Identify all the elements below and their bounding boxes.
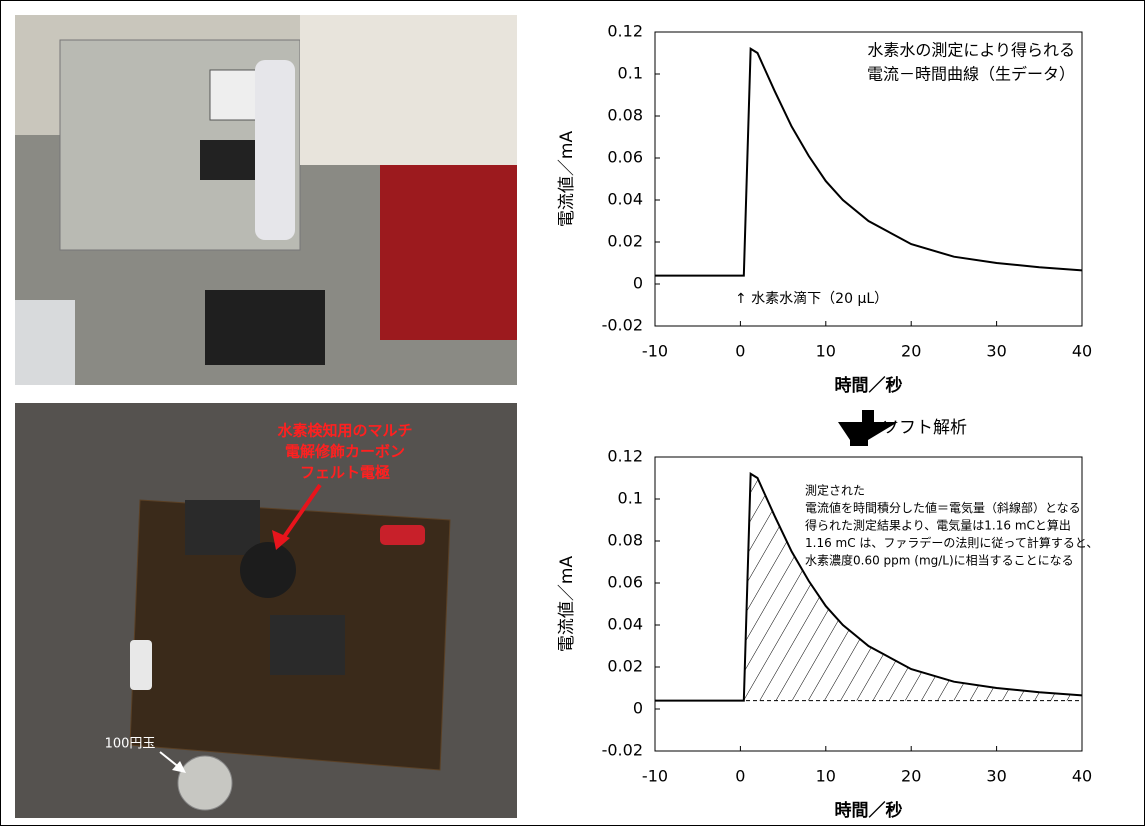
x-tick-label: 0: [735, 767, 745, 786]
x-tick-label: 10: [816, 342, 836, 361]
y-tick-label: 0: [633, 274, 643, 293]
y-tick-label: -0.02: [602, 741, 643, 760]
annotation: 得られた測定結果より、電気量は1.16 mCと算出: [805, 518, 1071, 533]
photo-setup: [15, 15, 517, 385]
x-tick-label: 0: [735, 342, 745, 361]
y-tick-label: 0.08: [607, 531, 643, 550]
y-tick-label: 0.06: [607, 573, 643, 592]
x-tick-label: -10: [642, 342, 668, 361]
photo-label: フェルト電極: [300, 464, 390, 482]
y-tick-label: 0.08: [607, 106, 643, 125]
x-tick-label: 20: [901, 767, 921, 786]
photo-label: 電解修飾カーボン: [285, 443, 405, 461]
y-tick-label: 0.04: [607, 190, 643, 209]
y-tick-label: 0.1: [618, 64, 643, 83]
x-tick-label: 40: [1072, 767, 1092, 786]
y-tick-label: 0.02: [607, 657, 643, 676]
y-axis-label: 電流値／mA: [557, 131, 577, 228]
y-tick-label: -0.02: [602, 316, 643, 335]
y-tick-label: 0.06: [607, 148, 643, 167]
y-tick-label: 0.04: [607, 615, 643, 634]
x-tick-label: 30: [986, 342, 1006, 361]
x-tick-label: 30: [986, 767, 1006, 786]
coin-label: 100円玉: [105, 737, 156, 752]
x-axis-label: 時間／秒: [835, 800, 903, 821]
x-tick-label: 20: [901, 342, 921, 361]
y-tick-label: 0.02: [607, 232, 643, 251]
y-tick-label: 0.1: [618, 489, 643, 508]
annotation: 測定された: [805, 483, 865, 498]
x-tick-label: 10: [816, 767, 836, 786]
y-axis-label: 電流値／mA: [557, 556, 577, 653]
y-tick-label: 0: [633, 699, 643, 718]
annotation: 電流値を時間積分した値＝電気量（斜線部）となる: [805, 500, 1081, 515]
photo-label: 水素検知用のマルチ: [277, 422, 412, 440]
arrow-label: ソフト解析: [882, 418, 967, 438]
y-tick-label: 0.12: [607, 22, 643, 41]
photo-electrode: [15, 403, 517, 818]
x-tick-label: -10: [642, 767, 668, 786]
annotation: 電流－時間曲線（生データ）: [867, 65, 1075, 84]
figure: 水素検知用のマルチ電解修飾カーボンフェルト電極 100円玉 ソフト解析 -0.02 0 0…: [0, 0, 1145, 826]
y-tick-label: 0.12: [607, 447, 643, 466]
annotation: 水素水の測定により得られる: [867, 41, 1075, 60]
x-axis-label: 時間／秒: [835, 375, 903, 396]
annotation: 1.16 mC は、ファラデーの法則に従って計算すると、: [805, 535, 1098, 550]
annotation: 水素濃度0.60 ppm (mg/L)に相当することになる: [805, 553, 1074, 568]
x-tick-label: 40: [1072, 342, 1092, 361]
annotation: ↑ 水素水滴下（20 μL）: [735, 290, 888, 307]
